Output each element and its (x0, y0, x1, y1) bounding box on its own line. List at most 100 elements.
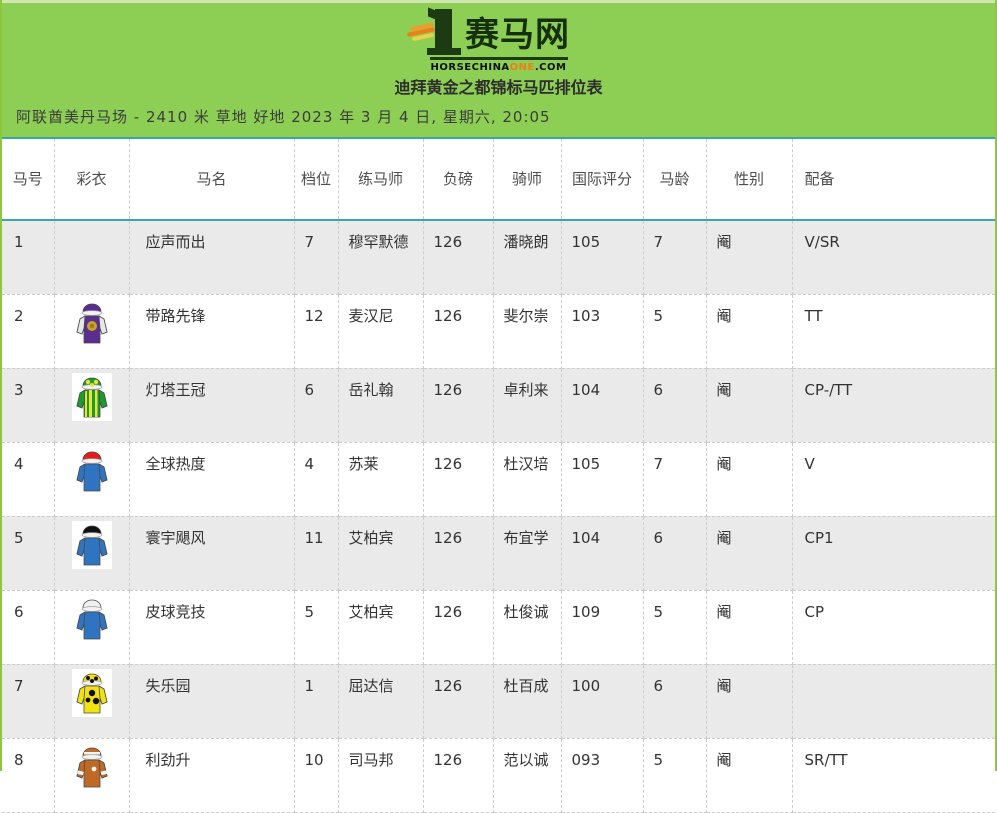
table-row[interactable]: 2 带路先锋 12 麦汉尼 126 斐尔崇 103 5 阉 TT (2, 294, 995, 369)
logo-divider (429, 57, 568, 60)
col-header-trainer: 练马师 (338, 138, 424, 221)
runner-gear (792, 664, 995, 739)
jockey-silk-icon (71, 668, 112, 717)
runner-gear: TT (792, 294, 995, 369)
table-header-row: 马号 彩衣 马名 档位 练马师 负磅 骑师 国际评分 马龄 性别 配备 (2, 138, 995, 221)
col-header-sex: 性别 (706, 138, 793, 221)
col-header-weight: 负磅 (423, 138, 494, 221)
page-title: 迪拜黄金之都锦标马匹排位表 (394, 78, 603, 97)
runner-name: 灯塔王冠 (129, 368, 295, 443)
runner-number: 8 (2, 738, 55, 813)
logo-domain-part3: .COM (534, 62, 567, 73)
col-header-rating: 国际评分 (561, 138, 644, 221)
runner-silk (54, 294, 130, 369)
runner-trainer: 屈达信 (338, 664, 424, 739)
runner-silk (54, 738, 130, 813)
logo-domain-part1: HORSECHINA (430, 62, 510, 73)
runner-name: 利劲升 (129, 738, 295, 813)
runner-age: 7 (643, 442, 707, 517)
runner-sex: 阉 (706, 294, 793, 369)
runner-age: 7 (643, 220, 707, 295)
runner-name: 皮球竞技 (129, 590, 295, 665)
race-conditions: 阿联酋美丹马场 - 2410 米 草地 好地 2023 年 3 月 4 日, 星… (16, 108, 551, 126)
runner-gear: CP (792, 590, 995, 665)
runner-age: 6 (643, 516, 707, 591)
runner-rating: 105 (561, 442, 644, 517)
runner-weight: 126 (423, 516, 494, 591)
header-banner: 赛马网 HORSECHINAONE.COM 迪拜黄金之都锦标马匹排位表 阿联酋美… (2, 0, 995, 137)
logo-chinese-text: 赛马网 (465, 15, 570, 55)
runner-draw: 5 (294, 590, 339, 665)
runner-number: 2 (2, 294, 55, 369)
runner-silk (54, 590, 130, 665)
runner-sex: 阉 (706, 442, 793, 517)
horse-one-logo-icon (406, 9, 461, 55)
jockey-silk-icon (71, 372, 112, 421)
table-row[interactable]: 3 灯塔王冠 6 岳礼翰 126 卓利来 104 6 阉 CP-/TT (2, 368, 995, 443)
table-row[interactable]: 5 寰宇飓风 11 艾柏宾 126 布宜学 104 6 阉 CP1 (2, 516, 995, 591)
runner-jockey: 布宜学 (493, 516, 562, 591)
table-row[interactable]: 7 失乐园 1 屈达信 126 杜百成 100 6 阉 (2, 664, 995, 739)
runner-trainer: 岳礼翰 (338, 368, 424, 443)
runner-trainer: 司马邦 (338, 738, 424, 813)
runner-sex: 阉 (706, 220, 793, 295)
table-row[interactable]: 1 应声而出 7 穆罕默德 126 潘晓朗 105 7 阉 V/SR (2, 220, 995, 295)
runner-draw: 11 (294, 516, 339, 591)
jockey-silk-icon (71, 742, 112, 791)
runner-trainer: 艾柏宾 (338, 516, 424, 591)
runners-table-body: 1 应声而出 7 穆罕默德 126 潘晓朗 105 7 阉 V/SR 2 带路先锋 12 麦汉尼 126 斐… (2, 220, 995, 813)
col-header-draw: 档位 (294, 138, 339, 221)
runner-draw: 12 (294, 294, 339, 369)
runner-jockey: 杜俊诚 (493, 590, 562, 665)
runner-sex: 阉 (706, 368, 793, 443)
runner-trainer: 穆罕默德 (338, 220, 424, 295)
runner-rating: 104 (561, 516, 644, 591)
jockey-silk-icon (71, 298, 112, 347)
runner-draw: 7 (294, 220, 339, 295)
runner-jockey: 杜百成 (493, 664, 562, 739)
runner-trainer: 麦汉尼 (338, 294, 424, 369)
page-root: 赛马网 HORSECHINAONE.COM 迪拜黄金之都锦标马匹排位表 阿联酋美… (0, 0, 997, 771)
runner-sex: 阉 (706, 590, 793, 665)
runner-age: 6 (643, 664, 707, 739)
table-row[interactable]: 4 全球热度 4 苏莱 126 杜汉培 105 7 阉 V (2, 442, 995, 517)
runners-table: 马号 彩衣 马名 档位 练马师 负磅 骑师 国际评分 马龄 性别 配备 1 应声而… (2, 137, 995, 813)
runner-jockey: 潘晓朗 (493, 220, 562, 295)
site-logo[interactable]: 赛马网 HORSECHINAONE.COM (2, 9, 995, 73)
col-header-silk: 彩衣 (54, 138, 130, 221)
runner-rating: 100 (561, 664, 644, 739)
runner-gear: V (792, 442, 995, 517)
runner-trainer: 艾柏宾 (338, 590, 424, 665)
runner-gear: CP1 (792, 516, 995, 591)
runner-silk (54, 516, 130, 591)
runner-silk (54, 442, 130, 517)
runner-draw: 6 (294, 368, 339, 443)
runner-sex: 阉 (706, 664, 793, 739)
table-row[interactable]: 8 利劲升 10 司马邦 126 范以诚 093 5 阉 SR/TT (2, 738, 995, 813)
runner-name: 失乐园 (129, 664, 295, 739)
runner-silk (54, 220, 130, 295)
runner-draw: 10 (294, 738, 339, 813)
runner-age: 5 (643, 294, 707, 369)
logo-domain-part2: ONE (509, 62, 535, 73)
runner-weight: 126 (423, 590, 494, 665)
runner-gear: SR/TT (792, 738, 995, 813)
table-row[interactable]: 6 皮球竞技 5 艾柏宾 126 杜俊诚 109 5 阉 CP (2, 590, 995, 665)
runner-rating: 105 (561, 220, 644, 295)
logo-domain-text: HORSECHINAONE.COM (431, 62, 567, 73)
runner-gear: CP-/TT (792, 368, 995, 443)
runner-number: 6 (2, 590, 55, 665)
runner-weight: 126 (423, 442, 494, 517)
runner-silk (54, 368, 130, 443)
runner-rating: 103 (561, 294, 644, 369)
runner-jockey: 范以诚 (493, 738, 562, 813)
runner-weight: 126 (423, 738, 494, 813)
runner-trainer: 苏莱 (338, 442, 424, 517)
runner-draw: 4 (294, 442, 339, 517)
jockey-silk-icon (71, 446, 112, 495)
col-header-jockey: 骑师 (493, 138, 562, 221)
runner-weight: 126 (423, 664, 494, 739)
runner-age: 5 (643, 738, 707, 813)
runner-number: 1 (2, 220, 55, 295)
runner-number: 5 (2, 516, 55, 591)
